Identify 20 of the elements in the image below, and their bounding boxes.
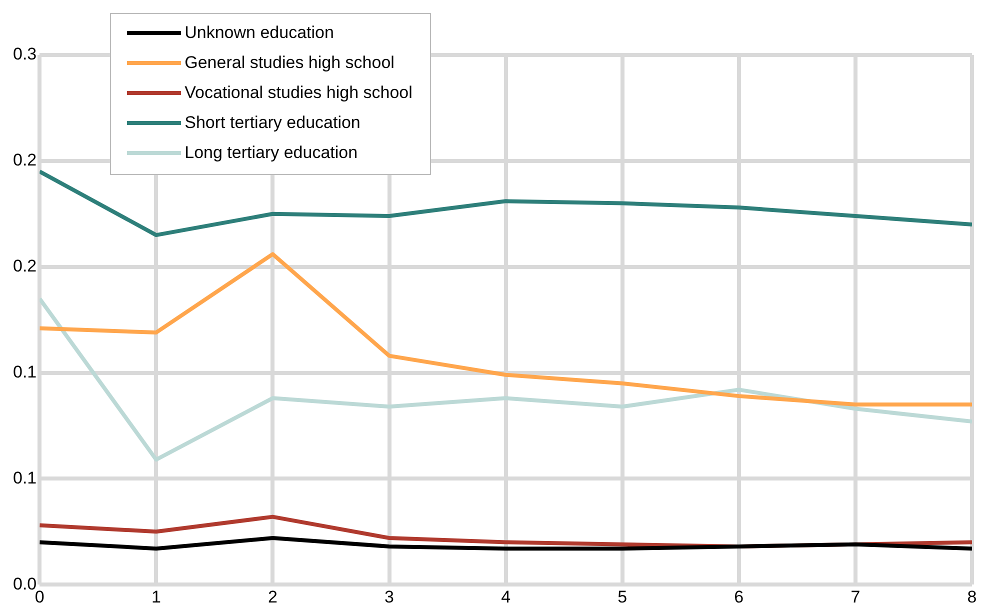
legend-label: General studies high school xyxy=(184,53,394,73)
y-tick-label: 0.1 xyxy=(12,362,37,382)
legend-label: Vocational studies high school xyxy=(184,83,412,103)
x-tick-label: 2 xyxy=(268,587,278,606)
y-tick-label: 0.0 xyxy=(12,574,37,594)
x-tick-label: 8 xyxy=(967,587,977,606)
y-tick-label: 0.3 xyxy=(12,44,37,64)
y-tick-label: 0.1 xyxy=(12,468,37,488)
legend-label: Short tertiary education xyxy=(184,113,360,133)
y-tick-label: 0.2 xyxy=(12,150,37,170)
x-tick-label: 3 xyxy=(384,587,394,606)
legend-label: Unknown education xyxy=(184,23,334,43)
x-tick-label: 6 xyxy=(734,587,744,606)
x-tick-label: 7 xyxy=(850,587,860,606)
x-tick-label: 0 xyxy=(34,587,44,606)
x-tick-label: 5 xyxy=(618,587,628,606)
x-tick-label: 4 xyxy=(501,587,511,606)
y-tick-label: 0.2 xyxy=(12,256,37,276)
x-tick-label: 1 xyxy=(151,587,161,606)
legend-label: Long tertiary education xyxy=(184,143,358,163)
